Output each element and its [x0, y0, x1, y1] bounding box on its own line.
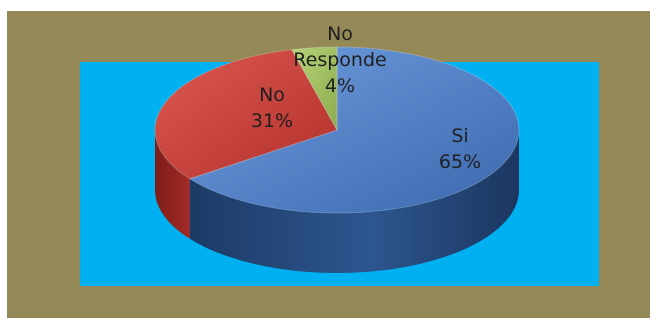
- slice-label-si: Si 65%: [439, 125, 481, 173]
- pie-side-no: [155, 130, 190, 239]
- slice-category-label: No: [327, 23, 353, 45]
- pie-sides: [155, 130, 520, 273]
- slice-value-label: 4%: [325, 75, 355, 97]
- pie-slice-si: [188, 46, 520, 214]
- pie-side-si: [189, 130, 520, 273]
- pie-slice-no-responde: [291, 46, 338, 132]
- pie-slice-no: [154, 49, 338, 180]
- slice-category-label: No: [259, 84, 285, 106]
- slice-value-label: 65%: [439, 151, 481, 173]
- slice-category-label: Si: [451, 125, 468, 147]
- slice-label-no-responde: No Responde 4%: [293, 23, 386, 97]
- pie-tops: [154, 46, 520, 214]
- pie-labels: Si 65% No 31% No Responde 4%: [251, 23, 481, 173]
- slice-category-label: Responde: [293, 49, 386, 71]
- slice-value-label: 31%: [251, 110, 293, 132]
- slice-label-no: No 31%: [251, 84, 293, 132]
